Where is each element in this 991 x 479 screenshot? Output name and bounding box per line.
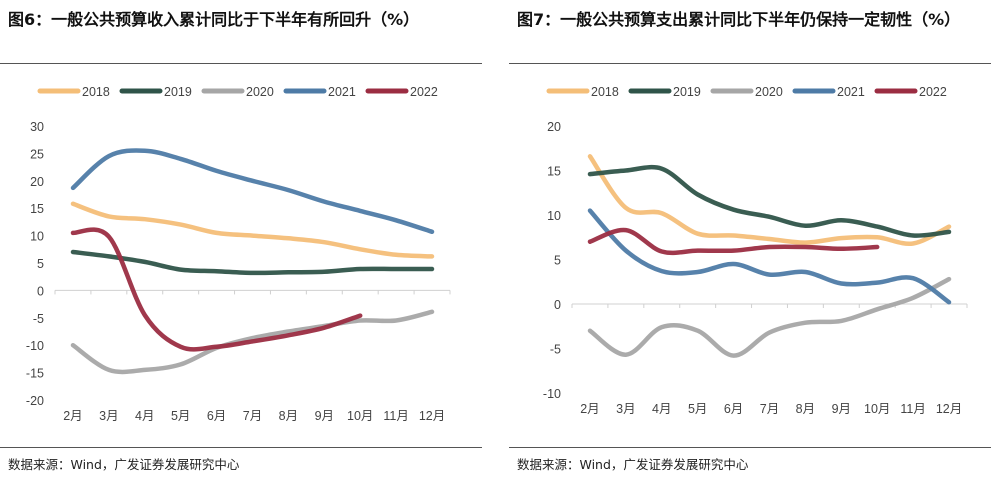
line-chart: 2018 2019 2020 2021 2022 30 25 20 15 10 5 0 -5 -10 -15… — [26, 85, 451, 423]
source-divider — [0, 447, 482, 448]
legend-label: 2020 — [755, 85, 783, 99]
chart-panel-fig7: 图7：一般公共预算支出累计同比下半年仍保持一定韧性（%） 2018 2019 202… — [509, 0, 991, 479]
x-tick-label: 8月 — [796, 402, 815, 416]
legend-item-2020: 2020 — [710, 85, 783, 99]
y-tick-label: 5 — [37, 257, 44, 271]
x-tick-label: 9月 — [315, 409, 334, 423]
x-tick-label: 11月 — [900, 402, 925, 416]
y-tick-label: 10 — [30, 230, 44, 244]
line-chart: 2018 2019 2020 2021 2022 20 15 10 5 0 -5 -10 2月 3月 4月 5… — [543, 85, 968, 416]
title-divider — [0, 63, 482, 64]
x-tick-label: 12月 — [936, 402, 962, 416]
series-line-2018 — [70, 201, 435, 259]
y-tick-label: 0 — [554, 298, 561, 312]
x-tick-label: 9月 — [832, 402, 851, 416]
legend-label: 2018 — [82, 85, 110, 99]
series-line-2022 — [70, 227, 363, 352]
y-tick-label: -5 — [33, 312, 44, 326]
y-tick-label: -5 — [550, 343, 561, 357]
x-tick-label: 7月 — [760, 402, 779, 416]
legend-label: 2019 — [164, 85, 192, 99]
chart-title: 图7：一般公共预算支出累计同比下半年仍保持一定韧性（%） — [517, 10, 961, 29]
x-tick-label: 5月 — [171, 409, 190, 423]
legend-item-2018: 2018 — [37, 85, 110, 99]
x-tick-label: 10月 — [347, 409, 373, 423]
x-tick-label: 12月 — [419, 409, 445, 423]
legend-label: 2022 — [919, 85, 947, 99]
x-tick-label: 8月 — [279, 409, 298, 423]
title-divider — [509, 63, 991, 64]
chart-panel-fig6: 图6：一般公共预算收入累计同比于下半年有所回升（%） 2018 2019 2020 2… — [0, 0, 482, 479]
y-tick-label: 5 — [554, 254, 561, 268]
series-line-2021 — [587, 208, 952, 305]
y-tick-label: 20 — [547, 120, 561, 134]
x-tick-label: 11月 — [383, 409, 408, 423]
legend-item-2019: 2019 — [119, 85, 192, 99]
legend-item-2019: 2019 — [628, 85, 701, 99]
legend-item-2020: 2020 — [201, 85, 274, 99]
legend: 2018 2019 2020 2021 2022 — [546, 85, 947, 99]
legend-item-2021: 2021 — [283, 85, 356, 99]
legend-label: 2021 — [328, 85, 356, 99]
source-note: 数据来源：Wind，广发证券发展研究中心 — [8, 457, 240, 472]
x-tick-label: 4月 — [135, 409, 154, 423]
series-line-2019 — [70, 249, 435, 276]
y-tick-label: 30 — [30, 120, 44, 134]
x-tick-label: 7月 — [243, 409, 262, 423]
y-tick-label: -15 — [26, 367, 44, 381]
legend-label: 2022 — [410, 85, 438, 99]
legend-item-2018: 2018 — [546, 85, 619, 99]
x-tick-label: 2月 — [580, 402, 599, 416]
y-tick-label: -20 — [26, 394, 44, 408]
legend-label: 2021 — [837, 85, 865, 99]
x-tick-label: 3月 — [616, 402, 635, 416]
source-note: 数据来源：Wind，广发证券发展研究中心 — [517, 457, 749, 472]
source-divider — [509, 447, 991, 448]
x-tick-label: 5月 — [688, 402, 707, 416]
series-line-2022 — [587, 227, 880, 256]
y-tick-label: 0 — [37, 284, 44, 298]
series-line-2021 — [70, 148, 435, 235]
series-line-2020 — [70, 309, 435, 375]
x-tick-label: 6月 — [724, 402, 743, 416]
legend-item-2021: 2021 — [792, 85, 865, 99]
x-tick-label: 2月 — [63, 409, 82, 423]
y-tick-label: -10 — [543, 387, 561, 401]
x-tick-label: 3月 — [99, 409, 118, 423]
legend-item-2022: 2022 — [365, 85, 438, 99]
legend-label: 2019 — [673, 85, 701, 99]
y-tick-label: 15 — [547, 165, 561, 179]
series-line-2018 — [587, 154, 952, 247]
legend-label: 2018 — [591, 85, 619, 99]
y-tick-label: -10 — [26, 339, 44, 353]
x-tick-label: 6月 — [207, 409, 226, 423]
y-tick-label: 15 — [30, 202, 44, 216]
x-tick-label: 10月 — [864, 402, 890, 416]
series-line-2020 — [587, 276, 952, 358]
legend: 2018 2019 2020 2021 2022 — [37, 85, 438, 99]
y-tick-label: 25 — [30, 147, 44, 161]
y-tick-label: 20 — [30, 175, 44, 189]
series-line-2019 — [587, 164, 952, 238]
legend-label: 2020 — [246, 85, 274, 99]
x-tick-label: 4月 — [652, 402, 671, 416]
chart-title: 图6：一般公共预算收入累计同比于下半年有所回升（%） — [8, 10, 420, 29]
y-tick-label: 10 — [547, 209, 561, 223]
legend-item-2022: 2022 — [874, 85, 947, 99]
